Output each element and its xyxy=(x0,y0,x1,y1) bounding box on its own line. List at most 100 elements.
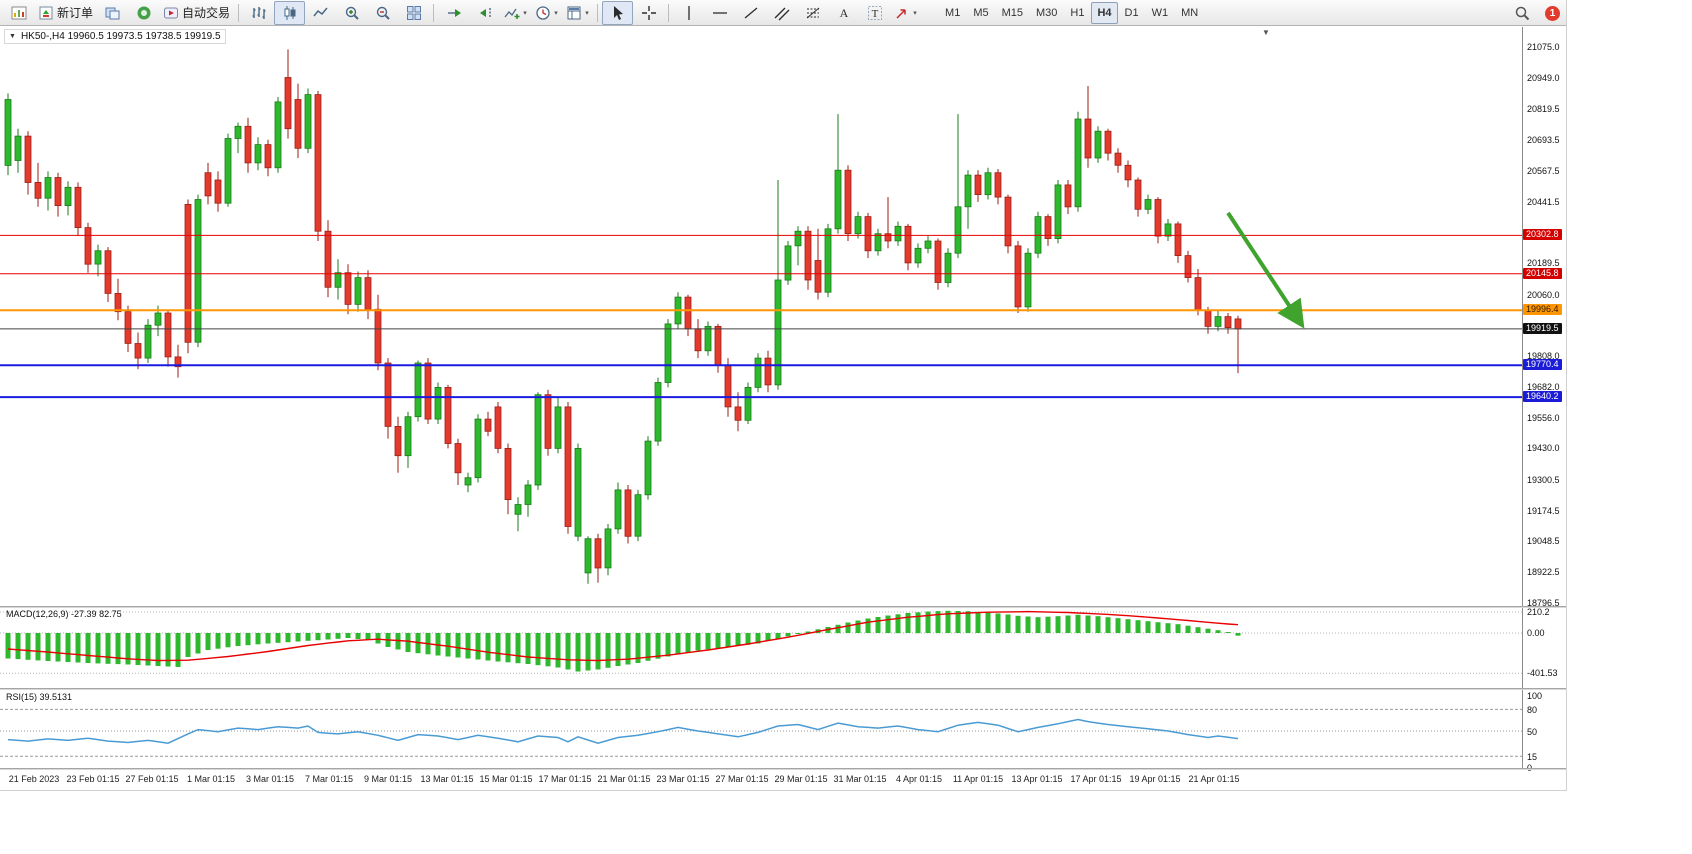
macd-histogram-bar xyxy=(785,633,791,637)
search-button[interactable] xyxy=(1506,1,1537,25)
rsi-axis-tick: 80 xyxy=(1527,705,1538,715)
panel-splitter-macd[interactable] xyxy=(0,606,1566,608)
macd-histogram-bar xyxy=(285,633,291,643)
macd-histogram-bar xyxy=(575,633,581,672)
zoom-in-button[interactable] xyxy=(336,1,367,25)
chart-symbol-caption: ▼ HK50-,H4 19960.5 19973.5 19738.5 19919… xyxy=(4,29,226,44)
time-label: 21 Mar 01:15 xyxy=(597,774,651,784)
annotation-arrow[interactable] xyxy=(1226,211,1305,329)
candle xyxy=(764,350,772,393)
macd-histogram-bar xyxy=(5,633,11,659)
rsi-panel-canvas[interactable] xyxy=(0,690,1522,769)
macd-histogram-bar xyxy=(1125,619,1131,633)
chart-shift-icon xyxy=(477,5,493,21)
macd-panel-canvas[interactable] xyxy=(0,607,1522,688)
chart-shift-marker[interactable]: ▼ xyxy=(1262,28,1270,37)
text-button[interactable]: A xyxy=(828,1,859,25)
macd-histogram-bar xyxy=(645,633,651,661)
macd-histogram-bar xyxy=(525,633,531,664)
price-tick: 18796.5 xyxy=(1527,598,1560,608)
macd-histogram-bar xyxy=(205,633,211,650)
macd-histogram-bar xyxy=(1235,633,1241,636)
time-label: 27 Mar 01:15 xyxy=(715,774,769,784)
cursor-button[interactable] xyxy=(602,0,634,25)
time-axis[interactable]: 21 Feb 2023 23 Feb 01:15 27 Feb 01:15 1 Mar… xyxy=(0,770,1522,790)
horizontal-line-button[interactable] xyxy=(704,1,735,25)
candle-chart-button[interactable] xyxy=(274,0,306,25)
line-chart-button[interactable] xyxy=(305,1,336,25)
timeframe-d1[interactable]: D1 xyxy=(1124,6,1139,19)
time-label: 4 Apr 01:15 xyxy=(895,774,943,784)
zoom-out-button[interactable] xyxy=(367,1,398,25)
tile-windows-button[interactable] xyxy=(398,1,429,25)
auto-scroll-button[interactable] xyxy=(438,1,469,25)
macd-histogram-bar xyxy=(655,633,661,659)
fibonacci-icon xyxy=(805,5,821,21)
candle xyxy=(1074,111,1082,212)
macd-histogram-bar xyxy=(885,615,891,633)
timeframe-m15[interactable]: M15 xyxy=(1001,6,1023,19)
candle xyxy=(1164,219,1172,241)
macd-histogram-bar xyxy=(1115,618,1121,633)
macd-histogram-bar xyxy=(95,633,101,664)
bar-chart-button[interactable] xyxy=(243,1,274,25)
macd-histogram-bar xyxy=(965,611,971,633)
main-toolbar: 新订单 自动交易 ▾ ▾ ▾ A T ▾ M1 M5 M15 M30 H1 H4 D1 W1 MN 1 xyxy=(0,0,1566,26)
templates-button[interactable]: ▾ xyxy=(562,1,593,25)
macd-histogram-bar xyxy=(855,620,861,633)
macd-histogram-bar xyxy=(1155,622,1161,633)
macd-histogram-bar xyxy=(325,633,331,640)
panel-splitter-rsi[interactable] xyxy=(0,688,1566,690)
trendline-icon xyxy=(743,5,759,21)
price-chart-canvas[interactable] xyxy=(0,27,1522,606)
auto-trading-button[interactable]: 自动交易 xyxy=(159,1,234,25)
panel-splitter-time[interactable] xyxy=(0,768,1566,770)
macd-histogram-bar xyxy=(905,613,911,633)
channel-button[interactable] xyxy=(766,1,797,25)
candle xyxy=(1224,313,1232,334)
candle xyxy=(14,128,22,173)
macd-histogram-bar xyxy=(1045,616,1051,633)
macd-histogram-bar xyxy=(845,622,851,633)
indicators-button[interactable]: ▾ xyxy=(500,1,531,25)
text-label-button[interactable]: T xyxy=(859,1,890,25)
new-chart-button[interactable] xyxy=(3,1,34,25)
candle xyxy=(894,221,902,246)
periods-button[interactable]: ▾ xyxy=(531,1,562,25)
macd-histogram-bar xyxy=(955,611,961,633)
profiles-button[interactable] xyxy=(97,1,128,25)
trendline-button[interactable] xyxy=(735,1,766,25)
timeframe-h4[interactable]: H4 xyxy=(1091,1,1118,24)
timeframe-m1[interactable]: M1 xyxy=(945,6,961,19)
chart-menu-icon[interactable]: ▼ xyxy=(9,33,16,40)
vertical-line-button[interactable] xyxy=(673,1,704,25)
chart-shift-button[interactable] xyxy=(469,1,500,25)
candle xyxy=(464,472,472,493)
toolbar-separator xyxy=(238,3,240,22)
notification-badge[interactable]: 1 xyxy=(1545,5,1560,21)
vertical-line-icon xyxy=(681,5,697,21)
macd-histogram-bar xyxy=(185,633,191,657)
macd-histogram-bar xyxy=(135,633,141,665)
price-tick: 20819.5 xyxy=(1527,104,1560,114)
fibonacci-button[interactable] xyxy=(797,1,828,25)
timeframe-h1[interactable]: H1 xyxy=(1070,6,1085,19)
arrows-button[interactable]: ▾ xyxy=(890,1,921,25)
price-tick: 20189.5 xyxy=(1527,258,1560,268)
timeframe-m5[interactable]: M5 xyxy=(973,6,989,19)
macd-histogram-bar xyxy=(685,633,691,653)
timeframe-mn[interactable]: MN xyxy=(1181,6,1199,19)
community-button[interactable] xyxy=(128,1,159,25)
crosshair-button[interactable] xyxy=(633,1,664,25)
timeframe-w1[interactable]: W1 xyxy=(1151,6,1169,19)
macd-axis-tick: -401.53 xyxy=(1527,668,1558,678)
time-label: 7 Mar 01:15 xyxy=(304,774,354,784)
timeframe-m30[interactable]: M30 xyxy=(1036,6,1058,19)
macd-histogram-bar xyxy=(1015,615,1021,633)
macd-histogram-bar xyxy=(725,633,731,647)
new-order-button[interactable]: 新订单 xyxy=(34,1,97,25)
crosshair-icon xyxy=(641,5,657,21)
macd-histogram-bar xyxy=(625,633,631,665)
toolbar-buttons-group: 新订单 自动交易 ▾ ▾ ▾ A T ▾ xyxy=(3,0,921,25)
